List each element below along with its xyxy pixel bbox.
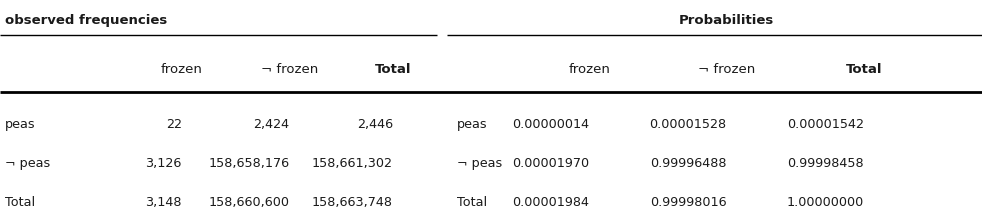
- Text: frozen: frozen: [161, 63, 202, 76]
- Text: 22: 22: [166, 118, 182, 131]
- Text: 158,660,600: 158,660,600: [209, 196, 290, 209]
- Text: Total: Total: [457, 196, 487, 209]
- Text: 3,126: 3,126: [145, 157, 182, 170]
- Text: ¬ peas: ¬ peas: [5, 157, 50, 170]
- Text: 0.00000014: 0.00000014: [512, 118, 589, 131]
- Text: 0.00001970: 0.00001970: [512, 157, 589, 170]
- Text: ¬ peas: ¬ peas: [457, 157, 502, 170]
- Text: peas: peas: [457, 118, 487, 131]
- Text: 158,661,302: 158,661,302: [312, 157, 393, 170]
- Text: observed frequencies: observed frequencies: [5, 14, 167, 27]
- Text: 0.99998458: 0.99998458: [788, 157, 864, 170]
- Text: 3,148: 3,148: [145, 196, 182, 209]
- Text: Total: Total: [5, 196, 35, 209]
- Text: ¬ frozen: ¬ frozen: [261, 63, 318, 76]
- Text: Total: Total: [374, 63, 411, 76]
- Text: frozen: frozen: [569, 63, 610, 76]
- Text: 158,663,748: 158,663,748: [312, 196, 393, 209]
- Text: 2,424: 2,424: [253, 118, 290, 131]
- Text: 0.99998016: 0.99998016: [650, 196, 727, 209]
- Text: Total: Total: [846, 63, 883, 76]
- Text: 2,446: 2,446: [356, 118, 393, 131]
- Text: ¬ frozen: ¬ frozen: [698, 63, 755, 76]
- Text: 1.00000000: 1.00000000: [787, 196, 864, 209]
- Text: peas: peas: [5, 118, 35, 131]
- Text: 0.00001542: 0.00001542: [788, 118, 864, 131]
- Text: Probabilities: Probabilities: [680, 14, 774, 27]
- Text: 158,658,176: 158,658,176: [208, 157, 290, 170]
- Text: 0.00001984: 0.00001984: [513, 196, 589, 209]
- Text: 0.00001528: 0.00001528: [649, 118, 727, 131]
- Text: 0.99996488: 0.99996488: [650, 157, 727, 170]
